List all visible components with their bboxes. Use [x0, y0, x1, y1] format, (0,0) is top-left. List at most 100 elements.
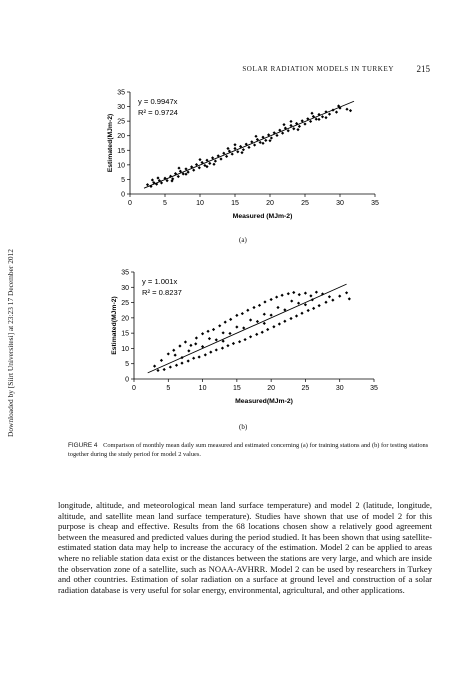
y-tick-label: 30	[117, 104, 125, 111]
data-point	[189, 343, 193, 347]
data-point	[194, 336, 198, 340]
data-point	[208, 161, 212, 165]
data-point	[247, 145, 251, 149]
data-point	[170, 179, 174, 183]
scatter-chart-a: 0 5 10 15 20 25 30 35 0 5 10 15 20 25 30 35 y = 0.9947x R…	[100, 82, 400, 232]
data-point	[173, 353, 177, 357]
data-point	[183, 340, 188, 344]
data-point	[289, 119, 293, 124]
x-tick-label: 0	[128, 200, 132, 207]
data-point	[166, 352, 170, 356]
x-tick-label: 30	[336, 200, 344, 207]
data-point	[222, 151, 226, 155]
data-point	[219, 157, 223, 161]
data-point	[209, 350, 213, 354]
data-point	[229, 317, 233, 321]
data-point	[314, 117, 318, 121]
data-point	[225, 154, 229, 159]
data-point	[216, 154, 220, 158]
data-point	[145, 183, 150, 187]
data-point	[233, 143, 237, 147]
data-point	[289, 123, 293, 128]
data-point	[211, 156, 215, 160]
data-point	[269, 297, 273, 302]
data-point	[248, 318, 253, 322]
data-point	[178, 169, 182, 173]
data-point	[197, 166, 201, 170]
data-point	[286, 129, 290, 133]
data-point	[275, 133, 279, 138]
y-tick-label: 20	[117, 133, 125, 140]
scatter-chart-b: 0 5 10 15 20 25 30 35 0 5 10 15 20 25 30 35 y = 1.001x R²…	[100, 262, 400, 422]
data-point	[159, 358, 164, 362]
data-point	[250, 140, 254, 144]
r-squared-label: R² = 0.9724	[138, 108, 178, 117]
data-point	[320, 115, 325, 119]
body-paragraph: longitude, altitude, and meteorological …	[58, 500, 432, 595]
data-point	[261, 141, 265, 145]
data-point	[155, 182, 159, 186]
data-point	[338, 294, 342, 298]
data-point	[227, 149, 231, 153]
data-point	[168, 365, 172, 369]
x-tick-label: 25	[301, 200, 309, 207]
data-point	[165, 178, 169, 183]
x-tick-label: 10	[196, 200, 204, 207]
data-point	[252, 305, 256, 310]
data-point	[156, 368, 160, 373]
data-point	[306, 308, 310, 313]
y-tick-label: 0	[125, 377, 129, 384]
data-point	[187, 349, 191, 353]
data-point	[176, 174, 180, 179]
data-point	[248, 335, 253, 339]
data-point	[194, 162, 199, 167]
data-point	[292, 290, 296, 295]
data-point	[312, 306, 316, 310]
data-point	[253, 143, 257, 147]
data-point	[266, 327, 270, 332]
scatter-plot-b-svg: 0 5 10 15 20 25 30 35 0 5 10 15 20 25 30 35 y = 1.001x R²…	[111, 270, 378, 406]
data-point	[269, 313, 273, 317]
y-tick-label: 10	[121, 346, 129, 353]
data-point	[156, 176, 160, 180]
data-point	[218, 324, 222, 328]
x-tick-label: 0	[132, 385, 136, 392]
r-squared-label: R² = 0.8237	[142, 288, 182, 297]
data-point	[327, 112, 332, 116]
data-point	[310, 111, 314, 115]
y-tick-label: 5	[121, 177, 125, 184]
data-point	[192, 356, 196, 360]
data-point	[309, 119, 313, 124]
data-point	[303, 291, 308, 295]
data-point	[297, 293, 301, 297]
y-axis-label: Estimated(MJm-2)	[107, 114, 114, 173]
data-point	[172, 348, 176, 352]
data-point	[331, 298, 335, 302]
y-tick-label: 25	[121, 300, 129, 307]
data-point	[239, 144, 243, 149]
data-point	[347, 297, 351, 301]
y-tick-label: 35	[121, 270, 129, 277]
data-point	[260, 330, 264, 334]
data-point	[150, 178, 154, 182]
x-tick-label: 25	[302, 385, 310, 392]
data-point	[213, 159, 217, 163]
data-point	[324, 116, 328, 120]
y-tick-label: 30	[121, 285, 129, 292]
data-point	[181, 172, 185, 176]
data-point	[344, 291, 349, 295]
data-point	[211, 327, 216, 332]
data-point	[263, 300, 267, 304]
y-tick-label: 0	[121, 192, 125, 199]
trendline	[143, 100, 355, 189]
regression-equation: y = 0.9947x	[138, 97, 178, 106]
data-point	[309, 294, 313, 298]
data-point	[255, 319, 260, 324]
data-point	[194, 342, 198, 346]
x-tick-label: 5	[166, 385, 170, 392]
data-point	[244, 142, 248, 146]
y-tick-label: 15	[121, 331, 129, 338]
data-point	[324, 300, 328, 304]
data-point	[283, 308, 287, 312]
x-tick-label: 15	[231, 200, 239, 207]
